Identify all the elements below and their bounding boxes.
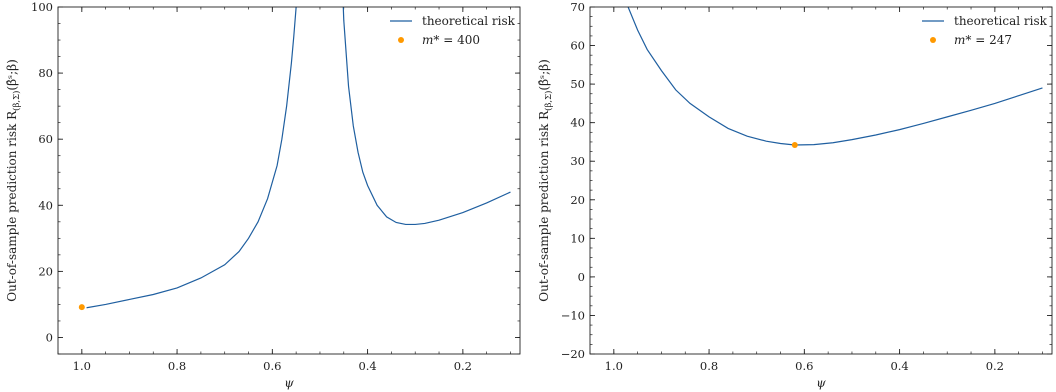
- y-tick-label: 40: [570, 116, 585, 130]
- y-axis-label-subscript: (β,Σ): [543, 91, 554, 111]
- legend: theoretical risk m* = 247: [922, 14, 1048, 47]
- axes-frame: [57, 6, 521, 355]
- x-tick-label: 0.4: [890, 359, 908, 373]
- x-tick-label: 0.6: [795, 359, 813, 373]
- legend-point-label: m* = 400: [422, 33, 480, 47]
- y-tick-label: 70: [570, 0, 585, 14]
- legend-point-swatch: [398, 37, 404, 43]
- y-axis-label-subscript: (β,Σ): [11, 91, 22, 111]
- y-tick-label: 20: [570, 193, 585, 207]
- legend-point-label-m: m: [954, 33, 965, 47]
- legend: theoretical risk m* = 400: [390, 14, 516, 47]
- y-axis-label: Out-of-sample prediction risk R(β,Σ)(β̂ˢ…: [5, 59, 22, 302]
- optimal-m-point: [78, 304, 85, 311]
- x-axis-label: ψ: [284, 376, 294, 390]
- legend-line-label: theoretical risk: [422, 14, 516, 28]
- legend-line-label: theoretical risk: [954, 14, 1048, 28]
- legend-point-label: m* = 247: [954, 33, 1012, 47]
- y-tick-label: −10: [561, 308, 585, 322]
- x-tick-label: 0.2: [454, 359, 472, 373]
- right-chart: 1.0 0.8 0.6 0.4 0.2 −20 −10 0 10 20 30 40 50 60 70 ψ Out…: [537, 0, 1053, 390]
- x-tick-label: 0.2: [986, 359, 1004, 373]
- y-tick-label: 0: [578, 270, 585, 284]
- optimal-m-point: [791, 142, 798, 149]
- legend-point-swatch: [930, 37, 936, 43]
- y-axis-label: Out-of-sample prediction risk R(β,Σ)(β̂ˢ…: [537, 59, 554, 302]
- x-tick-label: 1.0: [605, 359, 623, 373]
- x-axis-label: ψ: [816, 376, 826, 390]
- y-axis-label-tail: (β̂ˢ;β): [537, 59, 551, 90]
- risk-curve-segment: [342, 7, 511, 226]
- x-tick-label: 0.8: [700, 359, 718, 373]
- y-tick-label: 100: [31, 0, 53, 14]
- x-tick-label: 1.0: [73, 359, 91, 373]
- y-tick-label: 60: [38, 132, 53, 146]
- x-tick-label: 0.8: [168, 359, 186, 373]
- y-tick-label: 0: [46, 330, 53, 344]
- x-tick-label: 0.6: [263, 359, 281, 373]
- y-axis-label-main: Out-of-sample prediction risk R: [537, 110, 551, 302]
- y-tick-label: 80: [38, 66, 53, 80]
- legend-point-label-m: m: [422, 33, 433, 47]
- left-chart: 1.0 0.8 0.6 0.4 0.2 0 20 40 60 80 100 ψ Out-of-sampl…: [5, 0, 521, 390]
- y-axis-label-main: Out-of-sample prediction risk R: [5, 110, 19, 302]
- axes-frame: [589, 6, 1053, 355]
- y-tick-label: 10: [570, 231, 585, 245]
- legend-point-label-rest: * = 400: [433, 33, 480, 47]
- plot-area: [86, 7, 511, 309]
- y-tick-label: 30: [570, 154, 585, 168]
- y-tick-label: 50: [570, 77, 585, 91]
- x-tick-label: 0.4: [358, 359, 376, 373]
- y-tick-label: 40: [38, 198, 53, 212]
- y-tick-label: 60: [570, 39, 585, 53]
- risk-curve-segment: [86, 7, 297, 309]
- y-tick-label: 20: [38, 264, 53, 278]
- y-tick-label: −20: [561, 347, 585, 361]
- y-axis-label-tail: (β̂ˢ;β): [5, 59, 19, 90]
- legend-point-label-rest: * = 247: [965, 33, 1012, 47]
